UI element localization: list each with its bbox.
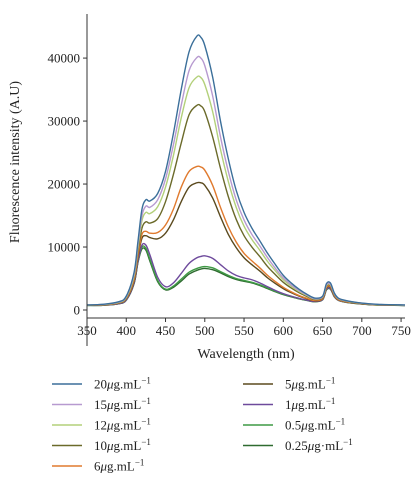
y-axis-title: Fluorescence intensity (A.U) bbox=[8, 81, 23, 243]
legend: 20μg.mL−1 15μg.mL−1 12μg.mL−1 10μg.mL−1 6μg.… bbox=[52, 376, 353, 474]
legend-label: 12μg.mL−1 bbox=[94, 417, 151, 433]
x-axis-title: Wavelength (nm) bbox=[197, 347, 295, 362]
x-ticks: 350 400 450 500 550 600 650 700 750 bbox=[77, 318, 411, 338]
series-line-1 bbox=[86, 242, 406, 307]
legend-item: 20μg.mL−1 bbox=[52, 376, 151, 392]
legend-item: 0.25μg·mL−1 bbox=[243, 437, 353, 453]
y-tick-label: 10000 bbox=[48, 240, 81, 255]
axes bbox=[86, 14, 405, 346]
x-tick-label: 600 bbox=[274, 323, 294, 338]
legend-label: 15μg.mL−1 bbox=[94, 396, 151, 412]
x-tick-label: 550 bbox=[234, 323, 254, 338]
x-tick-label: 400 bbox=[117, 323, 137, 338]
legend-item: 12μg.mL−1 bbox=[52, 417, 151, 433]
y-tick-label: 40000 bbox=[48, 51, 81, 66]
x-tick-label: 700 bbox=[352, 323, 372, 338]
legend-item: 5μg.mL−1 bbox=[243, 376, 335, 392]
y-tick-label: 20000 bbox=[48, 177, 81, 192]
legend-label: 6μg.mL−1 bbox=[94, 458, 144, 474]
legend-item: 6μg.mL−1 bbox=[52, 458, 144, 474]
legend-item: 10μg.mL−1 bbox=[52, 437, 151, 453]
x-tick-label: 750 bbox=[391, 323, 411, 338]
x-tick-label: 350 bbox=[77, 323, 97, 338]
x-tick-label: 500 bbox=[195, 323, 215, 338]
x-tick-label: 650 bbox=[313, 323, 333, 338]
series-line-15 bbox=[86, 55, 406, 306]
legend-label: 5μg.mL−1 bbox=[285, 376, 335, 392]
series-line-6 bbox=[86, 165, 406, 307]
legend-label: 0.5μg.mL−1 bbox=[285, 417, 345, 433]
plot-lines bbox=[86, 34, 406, 307]
y-tick-label: 30000 bbox=[48, 114, 81, 129]
legend-label: 10μg.mL−1 bbox=[94, 437, 151, 453]
series-line-5 bbox=[86, 181, 406, 307]
legend-label: 0.25μg·mL−1 bbox=[285, 437, 353, 453]
legend-item: 1μg.mL−1 bbox=[243, 396, 335, 412]
legend-item: 0.5μg.mL−1 bbox=[243, 417, 345, 433]
legend-label: 1μg.mL−1 bbox=[285, 396, 335, 412]
y-ticks: 0 10000 20000 30000 40000 bbox=[48, 51, 87, 318]
series-line-20 bbox=[86, 34, 406, 306]
legend-item: 15μg.mL−1 bbox=[52, 396, 151, 412]
legend-label: 20μg.mL−1 bbox=[94, 376, 151, 392]
x-tick-label: 450 bbox=[156, 323, 176, 338]
y-tick-label: 0 bbox=[74, 303, 81, 318]
